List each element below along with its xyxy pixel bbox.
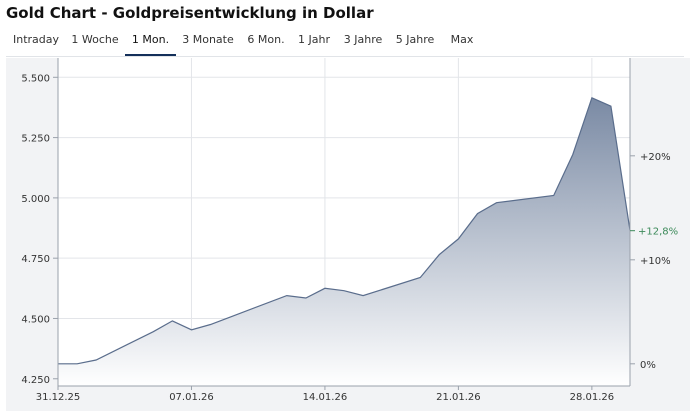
- x-tick-label: 07.01.26: [169, 392, 214, 403]
- y-tick-label: 5.500: [21, 73, 50, 84]
- tab-3-jahre[interactable]: 3 Jahre: [343, 33, 383, 46]
- right-tick-label: +10%: [640, 256, 671, 267]
- y-tick-label: 4.250: [21, 375, 50, 386]
- right-axis: 0% +10% +20% +12,8%: [629, 58, 678, 386]
- tab-max[interactable]: Max: [450, 33, 474, 46]
- timeframe-tabs: Intraday 1 Woche 1 Mon. 3 Monate 6 Mon. …: [0, 30, 690, 57]
- x-tick-label: 14.01.26: [303, 392, 348, 403]
- tab-6-mon[interactable]: 6 Mon.: [247, 33, 285, 46]
- right-tick-label: 0%: [640, 360, 656, 371]
- right-tick-label: +20%: [640, 152, 671, 163]
- tab-5-jahre[interactable]: 5 Jahre: [395, 33, 435, 46]
- x-tick-label: 28.01.26: [570, 392, 615, 403]
- x-tick-label: 21.01.26: [436, 392, 481, 403]
- y-axis: 4.250 4.500 4.750 5.000 5.250 5.500: [21, 58, 59, 386]
- y-tick-label: 4.750: [21, 254, 50, 265]
- y-tick-label: 4.500: [21, 314, 50, 325]
- tab-1-jahr[interactable]: 1 Jahr: [298, 33, 330, 46]
- series: [58, 96, 631, 387]
- price-area: [58, 97, 630, 387]
- page-title: Gold Chart - Goldpreisentwicklung in Dol…: [6, 4, 374, 22]
- y-tick-label: 5.000: [21, 194, 50, 205]
- x-axis: 31.12.25 07.01.26 14.01.26 21.01.26 28.01.26: [36, 385, 630, 403]
- y-tick-label: 5.250: [21, 134, 50, 145]
- tab-3-monate[interactable]: 3 Monate: [182, 33, 234, 46]
- tab-divider: [6, 56, 684, 57]
- gold-price-chart: 4.250 4.500 4.750 5.000 5.250 5.500 31.12.25 0…: [21, 58, 678, 403]
- x-tick-label: 31.12.25: [36, 392, 81, 403]
- price-line: [58, 96, 631, 365]
- tab-1-woche[interactable]: 1 Woche: [71, 33, 119, 46]
- tab-1-mon[interactable]: 1 Mon.: [125, 30, 176, 57]
- current-pct-label: +12,8%: [638, 227, 678, 238]
- chart-area: 4.250 4.500 4.750 5.000 5.250 5.500 31.12.25 0…: [6, 58, 690, 411]
- tab-intraday[interactable]: Intraday: [12, 33, 60, 46]
